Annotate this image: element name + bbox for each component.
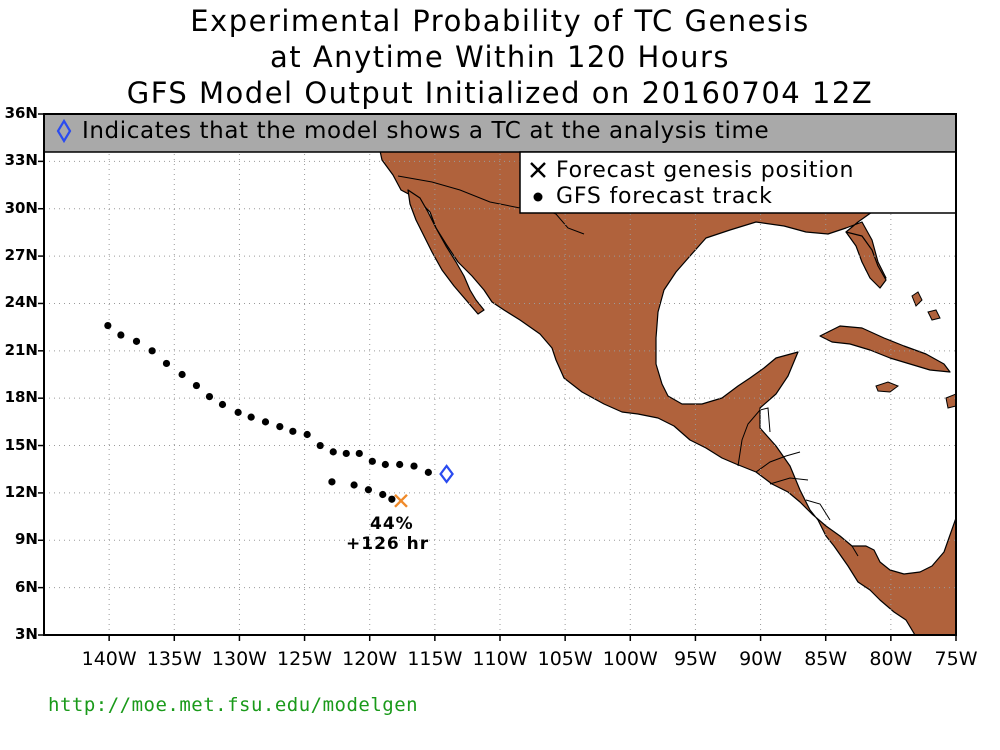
x-tick-label: 110W [472, 648, 528, 670]
y-tick-label: 24N [4, 293, 38, 312]
track-point [381, 460, 389, 469]
land-masses [371, 114, 956, 635]
track-point [368, 457, 376, 465]
diamond-outline-icon [56, 118, 72, 144]
title-line-1: Experimental Probability of TC Genesis [190, 4, 810, 38]
track-point [276, 423, 284, 431]
x-tick-label: 120W [342, 648, 398, 670]
track-point [261, 418, 270, 426]
analysis-position-diamond [439, 464, 454, 484]
x-tick-label: 90W [739, 648, 783, 670]
x-tick-label: 125W [277, 648, 333, 670]
x-tick-label: 105W [537, 648, 593, 670]
y-tick-label: 21N [4, 340, 38, 359]
legend-track-label: GFS forecast track [556, 184, 773, 209]
land-cuba [819, 325, 951, 373]
track-point [247, 413, 255, 421]
genesis-leadtime-label: +126 hr [346, 534, 430, 554]
track-point [316, 441, 324, 450]
track-point [303, 430, 311, 439]
track-point [424, 468, 432, 476]
land-island-east [945, 393, 956, 409]
x-tick-label: 135W [146, 648, 202, 670]
x-mark-icon [530, 162, 546, 178]
track-point [328, 478, 336, 486]
track-point [104, 321, 112, 330]
track-point [218, 400, 227, 409]
track-point [205, 393, 214, 401]
y-tick-label: 27N [4, 246, 38, 265]
track-point [379, 490, 387, 499]
track-point [178, 370, 186, 379]
y-tick-label: 36N [4, 104, 38, 122]
y-tick-label: 9N [15, 530, 38, 549]
track-point [234, 408, 242, 416]
legend-box [519, 151, 957, 214]
track-point [342, 449, 350, 458]
land-florida [845, 231, 887, 289]
y-tick-label: 3N [15, 625, 38, 643]
x-tick-label: 100W [602, 648, 658, 670]
y-tick-label: 6N [15, 577, 38, 596]
land-jamaica [875, 381, 900, 393]
track-point [148, 347, 156, 355]
x-tick-label: 130W [211, 648, 267, 670]
position-markers [394, 464, 454, 508]
title-line-2: at Anytime Within 120 Hours [269, 40, 730, 74]
track-point [410, 462, 418, 470]
x-tick-label: 75W [934, 648, 978, 670]
graticule [44, 114, 956, 635]
track-point [192, 381, 201, 390]
track-point [117, 331, 125, 339]
title-line-3: GFS Model Output Initialized on 20160704… [126, 76, 874, 110]
track-point [388, 495, 396, 503]
track-point [355, 449, 363, 458]
x-tick-label: 115W [407, 648, 463, 670]
dot-icon [533, 192, 543, 202]
land-bahamas-2 [927, 309, 941, 321]
track-point [329, 448, 337, 456]
land-bahamas [911, 291, 923, 307]
y-tick-label: 15N [4, 435, 38, 454]
forecast-track [104, 321, 432, 503]
track-point [396, 460, 404, 469]
land-baja-california [407, 189, 485, 315]
x-tick-label: 95W [673, 648, 717, 670]
map-frame [43, 113, 957, 636]
track-point [162, 359, 171, 368]
y-tick-label: 12N [4, 482, 38, 501]
x-tick-label: 140W [81, 648, 137, 670]
y-tick-label: 33N [4, 151, 38, 170]
genesis-position-x [394, 493, 408, 508]
track-point [350, 481, 358, 489]
track-point [132, 337, 141, 345]
y-tick-label: 18N [4, 388, 38, 407]
x-tick-label: 80W [869, 648, 913, 670]
genesis-probability-label: 44% [370, 514, 414, 534]
y-tick-label: 30N [4, 198, 38, 217]
source-url-link[interactable]: http://moe.met.fsu.edu/modelgen [48, 694, 419, 716]
legend-genesis-label: Forecast genesis position [556, 158, 855, 183]
banner-text: Indicates that the model shows a TC at t… [82, 118, 770, 144]
track-point [289, 427, 297, 435]
land-north-central-america [371, 114, 956, 635]
x-tick-label: 85W [804, 648, 848, 670]
track-point [364, 486, 373, 494]
